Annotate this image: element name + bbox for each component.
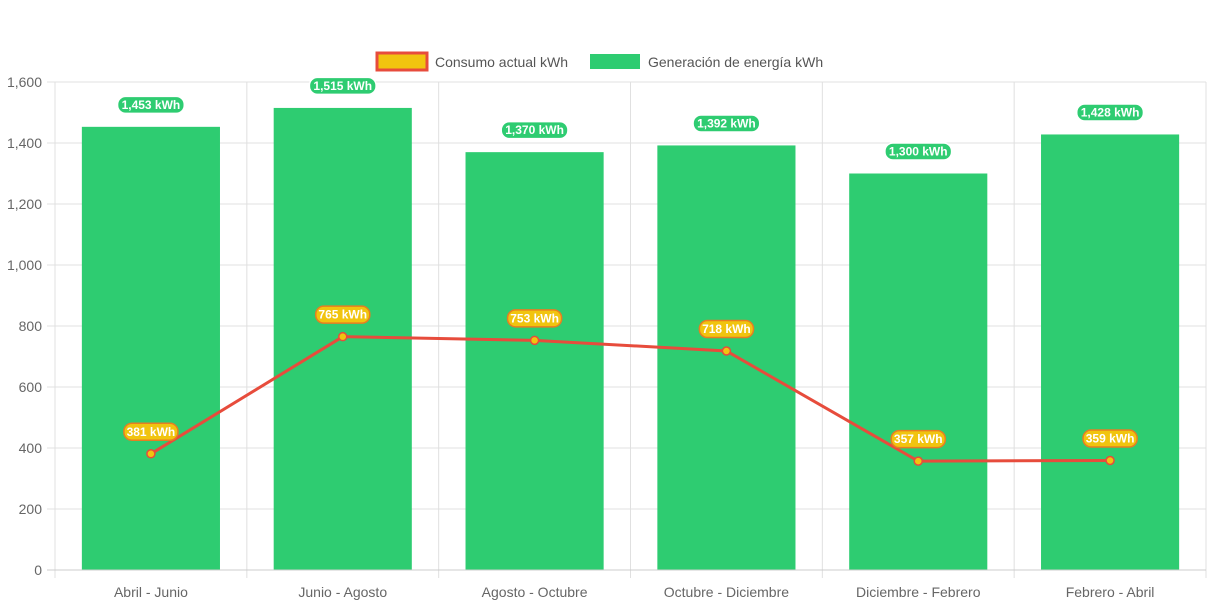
bar-data-label-text: 1,392 kWh xyxy=(697,116,756,130)
bar-data-label: 1,515 kWh xyxy=(308,76,377,96)
legend[interactable]: Consumo actual kWh Generación de energía… xyxy=(375,51,823,72)
line-data-label-box xyxy=(123,422,179,442)
line-data-label-text: 753 kWh xyxy=(510,311,559,325)
line-data-label-box xyxy=(698,319,755,339)
line-series-consumo xyxy=(146,331,1115,466)
line-data-label: 359 kWh xyxy=(1082,429,1138,448)
x-tick-label: Octubre - Diciembre xyxy=(664,584,789,600)
data-labels: 1,453 kWh 1,515 kWh 1,370 kWh 1,392 kWh 1,30… xyxy=(116,76,1145,449)
line-data-label: 718 kWh xyxy=(698,319,755,339)
bar-data-label-box xyxy=(500,120,569,140)
line-data-label-box xyxy=(890,429,947,449)
line-data-label-text: 359 kWh xyxy=(1086,432,1135,446)
bar-data-label-box xyxy=(1075,103,1145,122)
bar-generacion[interactable] xyxy=(657,145,796,570)
y-tick-label: 800 xyxy=(19,318,43,334)
bar-data-label-text: 1,300 kWh xyxy=(889,145,948,159)
point-consumo[interactable] xyxy=(721,346,732,356)
legend-swatch-generacion[interactable] xyxy=(590,54,640,69)
y-tick-label: 1,000 xyxy=(7,257,42,273)
line-data-label: 381 kWh xyxy=(123,422,179,442)
legend-swatch-consumo[interactable] xyxy=(375,51,429,72)
bar-data-label: 1,300 kWh xyxy=(884,142,953,161)
legend-label-consumo[interactable]: Consumo actual kWh xyxy=(435,54,568,70)
y-tick-label: 200 xyxy=(19,501,43,517)
line-data-label: 753 kWh xyxy=(506,309,563,328)
bar-data-label-box xyxy=(884,142,953,161)
bar-generacion[interactable] xyxy=(81,126,220,571)
bar-data-label: 1,453 kWh xyxy=(116,95,186,115)
bar-generacion[interactable] xyxy=(849,173,988,571)
y-tick-label: 600 xyxy=(19,379,43,395)
y-tick-label: 1,400 xyxy=(7,135,42,151)
bar-generacion[interactable] xyxy=(465,152,604,570)
bar-data-label-text: 1,370 kWh xyxy=(505,123,564,137)
bar-data-label-text: 1,453 kWh xyxy=(122,98,181,112)
y-tick-label: 400 xyxy=(19,440,43,456)
bar-data-label: 1,428 kWh xyxy=(1075,103,1145,122)
line-data-label: 357 kWh xyxy=(890,429,947,449)
x-tick-label: Agosto - Octubre xyxy=(482,584,588,600)
bar-data-label-box xyxy=(116,95,186,115)
x-tick-label: Junio - Agosto xyxy=(298,584,387,600)
line-data-label-box xyxy=(506,309,563,328)
point-consumo[interactable] xyxy=(913,456,923,466)
y-tick-label: 0 xyxy=(34,562,42,578)
line-data-label-text: 718 kWh xyxy=(702,322,751,336)
bar-data-label: 1,370 kWh xyxy=(500,120,569,140)
y-tick-label: 1,600 xyxy=(7,74,42,90)
bar-data-label: 1,392 kWh xyxy=(692,114,761,133)
line-data-label-text: 765 kWh xyxy=(318,308,367,322)
point-consumo[interactable] xyxy=(529,335,540,346)
bar-generacion[interactable] xyxy=(1041,134,1180,570)
line-data-label-text: 357 kWh xyxy=(894,432,943,446)
point-consumo[interactable] xyxy=(1105,455,1115,466)
x-tick-label: Abril - Junio xyxy=(114,584,188,600)
bar-data-label-text: 1,515 kWh xyxy=(313,79,372,93)
x-tick-label: Febrero - Abril xyxy=(1066,584,1155,600)
bar-data-label-box xyxy=(308,76,377,96)
bar-data-label-box xyxy=(692,114,761,133)
line-data-label: 765 kWh xyxy=(314,305,371,324)
point-consumo[interactable] xyxy=(338,331,348,342)
bar-series-generacion xyxy=(81,107,1180,571)
line-data-label-text: 381 kWh xyxy=(127,425,176,439)
x-tick-label: Diciembre - Febrero xyxy=(856,584,981,600)
line-data-label-box xyxy=(1082,429,1138,448)
y-tick-label: 1,200 xyxy=(7,196,42,212)
axes: 0 200 400 600 800 1,000 1,200 1,400 1,600 Abril -… xyxy=(7,74,1206,600)
legend-label-generacion[interactable]: Generación de energía kWh xyxy=(648,54,823,70)
line-data-label-box xyxy=(314,305,371,324)
point-consumo[interactable] xyxy=(146,449,156,459)
grid xyxy=(47,81,1207,578)
line-consumo xyxy=(150,335,1111,463)
bar-data-label-text: 1,428 kWh xyxy=(1081,105,1140,119)
